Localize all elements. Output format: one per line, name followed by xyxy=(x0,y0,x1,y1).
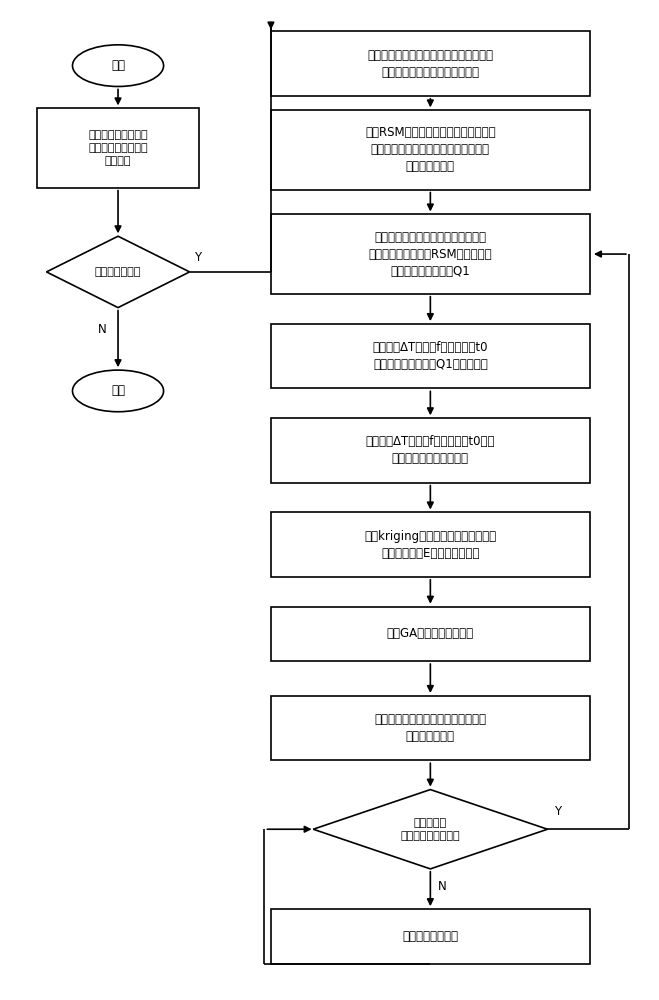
Text: 采用RSM交叉模型拟合历史数据中课程
人数、环境温度、教室体积与实时制冷
当量之间的关系: 采用RSM交叉模型拟合历史数据中课程 人数、环境温度、教室体积与实时制冷 当量之… xyxy=(365,126,496,173)
FancyBboxPatch shape xyxy=(271,607,590,661)
Text: Y: Y xyxy=(554,805,561,818)
Text: 建立温差ΔT、风速f、制冷时长t0
与实时所需制冷当量Q1的约束关系: 建立温差ΔT、风速f、制冷时长t0 与实时所需制冷当量Q1的约束关系 xyxy=(372,341,488,371)
FancyBboxPatch shape xyxy=(271,110,590,190)
FancyBboxPatch shape xyxy=(271,909,590,964)
Text: 实时获取当前课程人数、环境温度、
教室体积，根据所述RSM交叉模型计
算实时所需制冷当量Q1: 实时获取当前课程人数、环境温度、 教室体积，根据所述RSM交叉模型计 算实时所需… xyxy=(368,231,492,278)
Ellipse shape xyxy=(72,370,163,412)
Text: Y: Y xyxy=(194,251,201,264)
Ellipse shape xyxy=(72,45,163,86)
Text: 建立温差ΔT、风速f、制冷时长t0与人
体舒适度准则的约束关系: 建立温差ΔT、风速f、制冷时长t0与人 体舒适度准则的约束关系 xyxy=(366,435,495,465)
Text: 读取当前课程安排，
根据课程安排设置空
调的启停: 读取当前课程安排， 根据课程安排设置空 调的启停 xyxy=(88,130,148,166)
FancyBboxPatch shape xyxy=(271,31,590,96)
Text: 采用kriging算法建立温差、风速、制
冷时长与能耗E之间的数学模型: 采用kriging算法建立温差、风速、制 冷时长与能耗E之间的数学模型 xyxy=(364,530,496,560)
FancyBboxPatch shape xyxy=(271,696,590,760)
Text: 基于GA算法求解最佳参数: 基于GA算法求解最佳参数 xyxy=(387,627,474,640)
Text: 结束: 结束 xyxy=(111,384,125,397)
Text: 空调是否开启？: 空调是否开启？ xyxy=(95,267,141,277)
Text: 保持当前工作状态: 保持当前工作状态 xyxy=(403,930,459,943)
FancyBboxPatch shape xyxy=(271,418,590,483)
Text: 根据当天日期自动选定对应的季节模式，
获取对应季节模式下的历史数据: 根据当天日期自动选定对应的季节模式， 获取对应季节模式下的历史数据 xyxy=(367,49,494,79)
Polygon shape xyxy=(313,790,548,869)
FancyBboxPatch shape xyxy=(271,512,590,577)
Text: N: N xyxy=(98,323,106,336)
FancyBboxPatch shape xyxy=(37,108,200,188)
Text: 对设定温度、风速、制冷时长进行能
耗优化自动调控: 对设定温度、风速、制冷时长进行能 耗优化自动调控 xyxy=(374,713,486,743)
Text: N: N xyxy=(438,880,446,893)
FancyBboxPatch shape xyxy=(271,214,590,294)
FancyBboxPatch shape xyxy=(271,324,590,388)
Text: 开始: 开始 xyxy=(111,59,125,72)
Text: 课程人数或
环境温度是否变化？: 课程人数或 环境温度是否变化？ xyxy=(401,818,460,841)
Polygon shape xyxy=(47,236,190,308)
